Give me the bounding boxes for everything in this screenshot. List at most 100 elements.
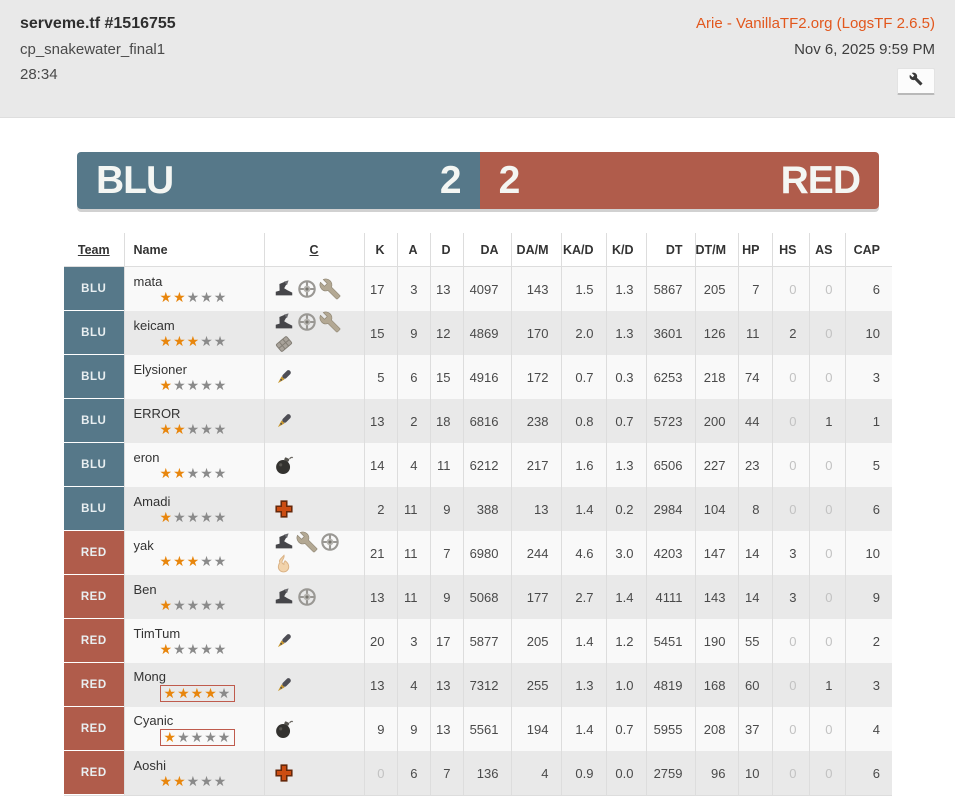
heavy-class-icon[interactable]	[273, 333, 295, 355]
uploader-link[interactable]: Arie - VanillaTF2.org (LogsTF 2.6.5)	[696, 15, 935, 32]
stat-kd: 0.0	[605, 751, 646, 796]
stat-d: 12	[429, 311, 463, 355]
column-header-damage-taken-per-minute[interactable]: DT/M	[694, 233, 738, 267]
soldier-class-icon[interactable]	[273, 410, 295, 432]
star-empty-icon: ★	[213, 421, 228, 437]
column-header-damage-per-minute[interactable]: DA/M	[510, 233, 561, 267]
player-name[interactable]: keicam	[133, 318, 175, 333]
red-score: 2	[498, 158, 521, 202]
demoman-class-icon[interactable]	[273, 454, 295, 476]
player-name[interactable]: Elysioner	[133, 362, 187, 377]
team-badge: BLU	[64, 311, 124, 354]
star-rating[interactable]: ★★★★★	[160, 774, 228, 789]
column-header-deaths[interactable]: D	[429, 233, 463, 267]
column-header-class[interactable]: C	[263, 233, 364, 267]
player-name[interactable]: Ben	[133, 582, 157, 597]
log-title: serveme.tf #1516755	[20, 15, 176, 32]
player-name[interactable]: Amadi	[133, 494, 171, 509]
column-header-k-d[interactable]: K/D	[605, 233, 646, 267]
star-filled-icon: ★	[159, 421, 174, 437]
column-header-kills[interactable]: K	[363, 233, 397, 267]
stat-dtm: 143	[694, 575, 738, 619]
column-header-team[interactable]: Team	[64, 233, 124, 267]
player-name[interactable]: yak	[133, 538, 154, 553]
star-empty-icon: ★	[213, 377, 228, 393]
player-name[interactable]: Aoshi	[133, 758, 167, 773]
stat-hp: 74	[737, 355, 772, 399]
engineer-class-icon[interactable]	[319, 278, 341, 300]
demoman-class-icon[interactable]	[273, 718, 295, 740]
stat-a: 3	[396, 266, 430, 311]
star-rating[interactable]: ★★★★★	[160, 642, 228, 657]
star-rating[interactable]: ★★★★★	[160, 598, 228, 613]
stat-as: 0	[808, 487, 845, 531]
match-duration: 28:34	[20, 66, 58, 83]
star-empty-icon: ★	[200, 509, 214, 525]
column-header-captures[interactable]: CAP	[844, 233, 892, 267]
star-rating[interactable]: ★★★★★	[160, 554, 228, 569]
star-rating[interactable]: ★★★★★	[160, 334, 228, 349]
pyro-class-icon[interactable]	[273, 553, 295, 575]
player-name[interactable]: Mong	[133, 669, 167, 684]
star-rating[interactable]: ★★★★★	[160, 378, 228, 393]
column-header-damage[interactable]: DA	[462, 233, 511, 267]
medic-class-icon[interactable]	[273, 498, 295, 520]
team-badge: RED	[64, 575, 124, 618]
star-empty-icon: ★	[190, 729, 205, 745]
player-name[interactable]: eron	[133, 450, 160, 465]
engineer-class-icon[interactable]	[296, 531, 318, 553]
stat-dam: 238	[510, 399, 561, 443]
stat-as: 0	[808, 531, 845, 575]
star-empty-icon: ★	[200, 421, 214, 437]
sniper-class-icon[interactable]	[296, 278, 318, 300]
stat-kad: 0.8	[560, 399, 606, 443]
star-rating[interactable]: ★★★★★	[159, 729, 236, 746]
player-name[interactable]: TimTum	[133, 626, 181, 641]
star-empty-icon: ★	[200, 773, 214, 789]
player-name[interactable]: Cyanic	[133, 713, 174, 728]
column-header-ka-d[interactable]: KA/D	[560, 233, 606, 267]
column-header-health-packs[interactable]: HP	[737, 233, 772, 267]
star-rating[interactable]: ★★★★★	[160, 466, 228, 481]
column-header-headshots[interactable]: HS	[771, 233, 809, 267]
player-name[interactable]: ERROR	[133, 406, 181, 421]
star-empty-icon: ★	[213, 465, 228, 481]
stat-a: 11	[396, 575, 430, 619]
sniper-class-icon[interactable]	[296, 311, 318, 333]
star-rating[interactable]: ★★★★★	[160, 290, 228, 305]
column-header-name[interactable]: Name	[123, 233, 264, 267]
column-header-damage-taken[interactable]: DT	[645, 233, 695, 267]
sniper-class-icon[interactable]	[319, 531, 341, 553]
engineer-class-icon[interactable]	[319, 311, 341, 333]
column-header-airshots[interactable]: AS	[808, 233, 845, 267]
column-header-assists[interactable]: A	[396, 233, 430, 267]
settings-button[interactable]	[897, 68, 935, 95]
medic-class-icon[interactable]	[273, 762, 295, 784]
stat-dam: 13	[510, 487, 561, 531]
soldier-class-icon[interactable]	[273, 630, 295, 652]
star-empty-icon: ★	[186, 465, 201, 481]
stat-dt: 2984	[645, 487, 695, 531]
player-name[interactable]: mata	[133, 274, 163, 289]
scout-class-icon[interactable]	[273, 586, 295, 608]
stat-hp: 55	[737, 619, 772, 663]
stat-kad: 1.4	[560, 487, 606, 531]
star-rating[interactable]: ★★★★★	[160, 510, 228, 525]
stat-a: 11	[396, 487, 430, 531]
scout-class-icon[interactable]	[273, 531, 295, 553]
scout-class-icon[interactable]	[273, 311, 295, 333]
soldier-class-icon[interactable]	[273, 674, 295, 696]
scout-class-icon[interactable]	[273, 278, 295, 300]
stat-dt: 2759	[645, 751, 695, 796]
star-empty-icon: ★	[200, 597, 214, 613]
stat-d: 15	[429, 355, 463, 399]
table-body: BLU mata ★★★★★ 17 3 13 4097 143 1.5 1.3 5867 205 7 0 0…	[64, 266, 892, 796]
stat-d: 7	[429, 531, 463, 575]
star-rating[interactable]: ★★★★★	[159, 685, 236, 702]
sniper-class-icon[interactable]	[296, 586, 318, 608]
team-badge: BLU	[64, 443, 124, 486]
soldier-class-icon[interactable]	[273, 366, 295, 388]
stat-da: 6816	[462, 399, 511, 443]
stat-cap: 6	[844, 266, 892, 311]
star-rating[interactable]: ★★★★★	[160, 422, 228, 437]
